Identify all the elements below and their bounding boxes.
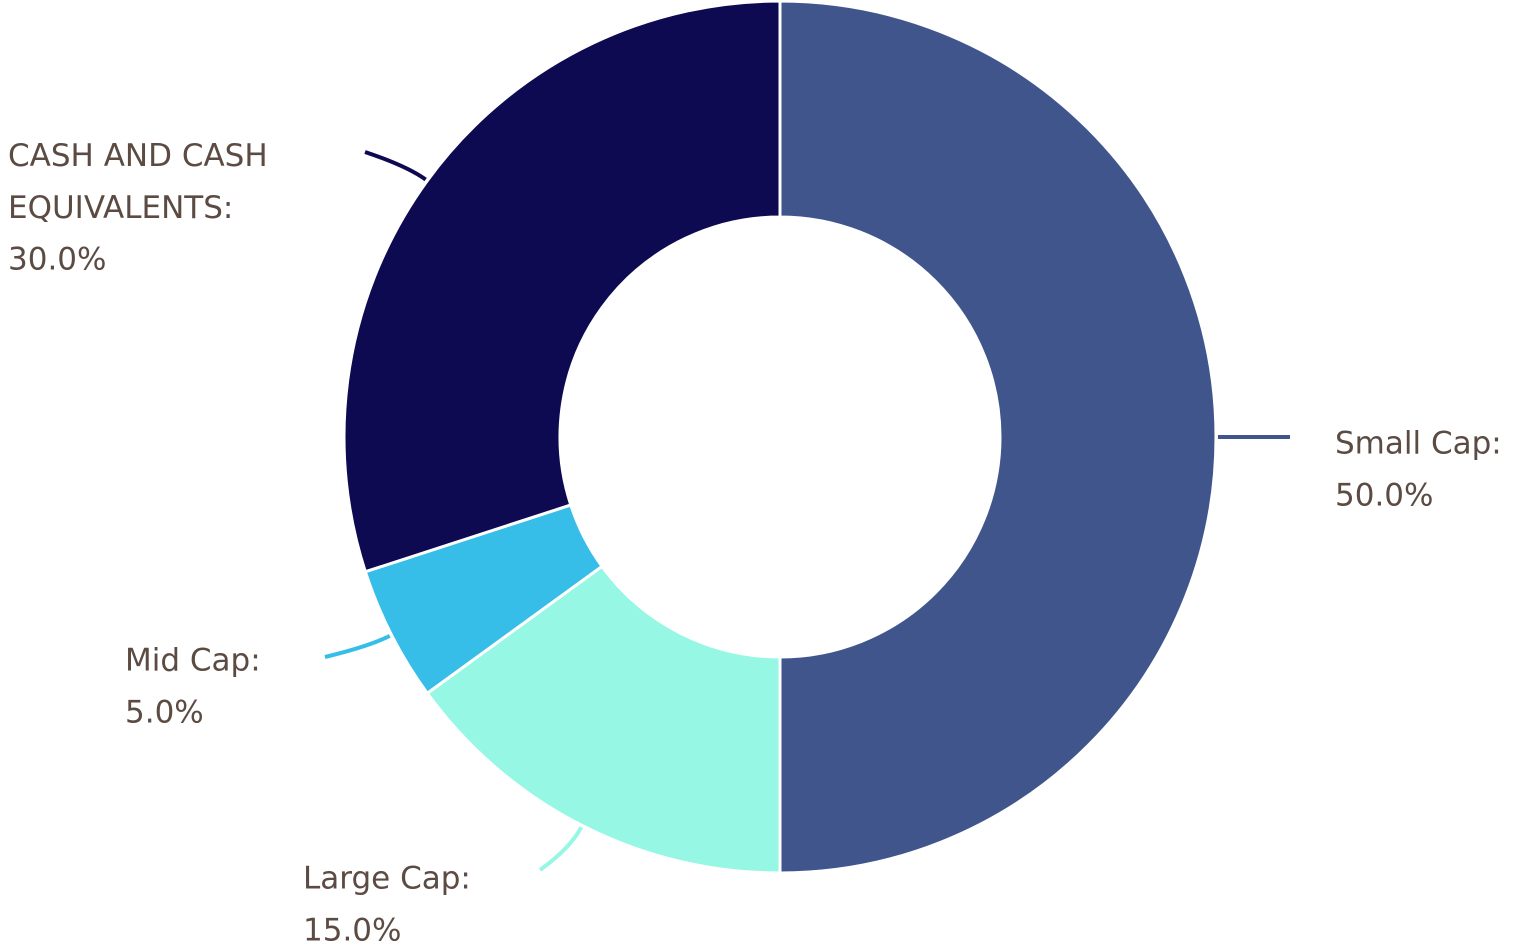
slice-value-label: 15.0%	[303, 913, 401, 949]
slice-label: Large Cap:	[303, 861, 471, 897]
slice-value-label: 50.0%	[1335, 478, 1433, 514]
slice-label: Small Cap:	[1335, 426, 1502, 462]
slice-value-label: 30.0%	[8, 242, 106, 278]
label-line: CASH AND CASH	[8, 138, 268, 174]
donut-slice	[778, 0, 1218, 875]
slice-label: CASH AND CASH EQUIVALENTS:	[8, 138, 268, 226]
donut-slice	[342, 0, 782, 574]
leader-line	[538, 826, 583, 872]
leader-line	[324, 634, 391, 659]
donut-slice	[425, 564, 782, 875]
label-line: EQUIVALENTS:	[8, 190, 233, 226]
slice-label: Mid Cap:	[125, 643, 261, 679]
slice-value-label: 5.0%	[125, 695, 204, 731]
leader-line	[364, 150, 427, 182]
